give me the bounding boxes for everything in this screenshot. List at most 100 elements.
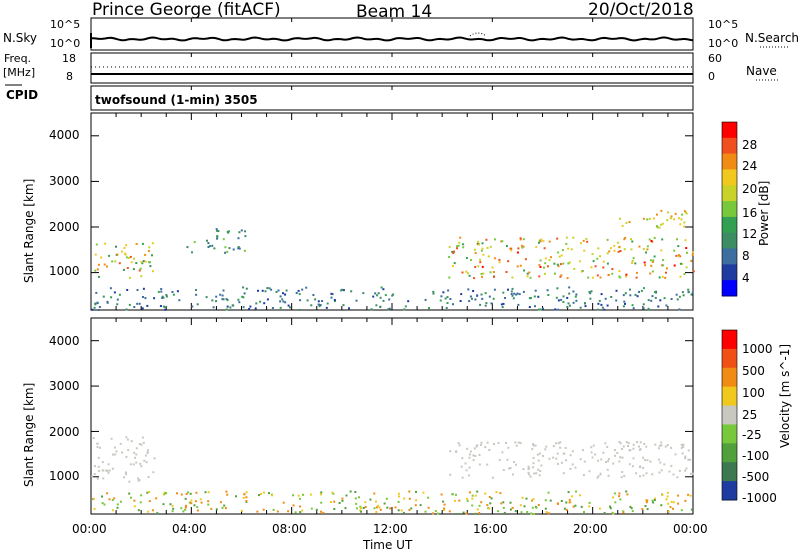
data-cell: [621, 224, 624, 227]
data-cell: [528, 306, 531, 308]
data-cell: [238, 231, 241, 234]
data-cell: [103, 503, 106, 506]
data-cell: [427, 496, 430, 499]
power-cbar-tick: 16: [742, 206, 758, 220]
data-cell: [242, 286, 245, 289]
data-cell: [468, 453, 471, 456]
data-cell: [398, 495, 400, 498]
data-cell: [652, 501, 655, 504]
data-cell: [437, 512, 439, 515]
data-cell: [184, 506, 187, 509]
data-cell: [568, 498, 571, 501]
data-cell: [579, 494, 582, 497]
data-cell: [567, 262, 570, 265]
data-cell: [469, 450, 472, 453]
data-cell: [682, 446, 685, 448]
data-cell: [449, 450, 452, 453]
data-cell: [242, 306, 245, 309]
data-cell: [681, 262, 684, 265]
data-cell: [143, 459, 146, 462]
velocity-cbar-tick: 1000: [742, 342, 773, 356]
data-cell: [455, 513, 458, 515]
velocity-colorbar-segment: [722, 405, 737, 425]
data-cell: [562, 295, 565, 298]
data-cell: [529, 297, 532, 300]
data-cell: [553, 262, 556, 265]
data-cell: [650, 240, 653, 242]
data-cell: [378, 506, 381, 509]
data-cell: [113, 291, 116, 294]
data-cell: [556, 287, 559, 290]
data-cell: [493, 443, 495, 445]
data-cell: [618, 460, 621, 463]
data-cell: [559, 263, 562, 266]
data-cell: [132, 268, 135, 271]
data-cell: [630, 248, 633, 251]
data-cell: [559, 441, 562, 444]
data-cell: [443, 507, 446, 510]
data-cell: [432, 290, 435, 293]
data-cell: [196, 303, 199, 306]
data-cell: [684, 469, 687, 472]
data-cell: [100, 256, 103, 259]
data-cell: [301, 509, 304, 512]
velocity-cbar-tick: -25: [742, 428, 762, 442]
data-cell: [652, 259, 655, 262]
data-cell: [479, 261, 482, 264]
data-cell: [133, 451, 136, 454]
data-cell: [619, 498, 622, 501]
data-cell: [571, 495, 574, 498]
data-cell: [459, 236, 462, 239]
data-cell: [532, 498, 535, 501]
data-cell: [602, 451, 605, 454]
data-cell: [359, 505, 362, 508]
data-cell: [216, 235, 219, 238]
data-cell: [534, 289, 537, 292]
data-cell: [297, 289, 300, 292]
data-cell: [125, 473, 128, 476]
data-cell: [639, 448, 642, 451]
data-cell: [242, 296, 245, 299]
data-cell: [488, 496, 491, 498]
freq-tick-top: 18: [62, 52, 76, 65]
data-cell: [584, 305, 587, 308]
data-cell: [557, 442, 560, 445]
data-cell: [257, 289, 259, 292]
data-cell: [643, 261, 646, 264]
data-cell: [471, 297, 473, 300]
data-cell: [642, 287, 645, 290]
data-cell: [653, 499, 656, 501]
data-cell: [619, 442, 622, 445]
data-cell: [522, 238, 525, 241]
data-cell: [196, 506, 199, 509]
data-cell: [294, 511, 297, 514]
data-cell: [583, 460, 586, 463]
data-cell: [618, 275, 621, 278]
data-cell: [644, 264, 647, 267]
data-cell: [330, 501, 332, 503]
data-cell: [589, 292, 592, 295]
data-cell: [690, 472, 692, 475]
data-cell: [547, 512, 550, 515]
x-axis-label: Time UT: [363, 538, 413, 552]
data-cell: [596, 257, 599, 260]
data-cell: [488, 449, 491, 451]
data-cell: [116, 503, 119, 506]
data-cell: [574, 466, 577, 469]
data-cell: [144, 297, 147, 300]
data-cell: [379, 508, 382, 511]
data-cell: [373, 492, 376, 495]
data-cell: [602, 266, 605, 269]
data-cell: [414, 504, 417, 507]
data-cell: [560, 274, 563, 277]
data-cell: [512, 473, 514, 476]
data-cell: [617, 250, 620, 253]
data-cell: [340, 289, 343, 292]
data-cell: [684, 239, 687, 242]
data-cell: [680, 218, 683, 221]
data-cell: [562, 452, 565, 455]
data-cell: [565, 508, 568, 511]
data-cell: [657, 458, 660, 461]
data-cell: [108, 498, 111, 501]
data-cell: [114, 453, 117, 456]
